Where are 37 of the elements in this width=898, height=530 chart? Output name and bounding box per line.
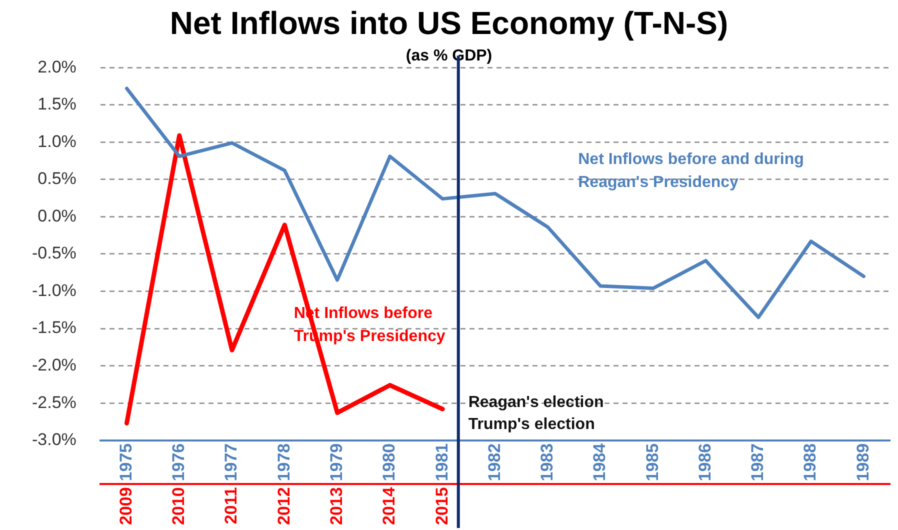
x-tick-label: 1987 <box>748 443 768 482</box>
x-tick-label: 1977 <box>222 443 241 482</box>
x2-tick-label: 2013 <box>326 487 346 526</box>
y-tick-label: -2.0% <box>32 356 76 374</box>
y-tick-label: -1.0% <box>32 280 76 300</box>
y-tick-label: -1.5% <box>32 318 76 338</box>
x2-tick-label: 2009 <box>116 487 136 526</box>
x-tick-label: 1981 <box>432 443 452 482</box>
y-tick-label: -3.0% <box>32 430 76 450</box>
x-tick-label: 1988 <box>800 443 820 482</box>
x-tick-label: 1976 <box>169 443 188 482</box>
x-tick-label: 1975 <box>116 443 136 482</box>
x-tick-label: 1989 <box>853 443 872 482</box>
chart-title: Net Inflows into US Economy (T-N-S) <box>170 5 728 42</box>
x2-tick-label: 2010 <box>169 487 188 526</box>
x-tick-label: 1984 <box>590 442 610 482</box>
x-tick-label: 1983 <box>538 443 557 482</box>
y-tick-label: 2.0% <box>38 57 76 76</box>
y-tick-label: 1.0% <box>38 132 76 151</box>
x-tick-label: 1982 <box>484 443 504 482</box>
x-tick-label: 1978 <box>274 443 294 482</box>
chart-subtitle: (as % GDP) <box>406 47 492 64</box>
x2-tick-label: 2011 <box>222 487 241 524</box>
x-tick-label: 1979 <box>326 443 346 482</box>
y-tick-label: 0.5% <box>38 169 76 188</box>
y-tick-label: -0.5% <box>32 244 76 263</box>
x-tick-label: 1986 <box>695 443 714 482</box>
y-tick-label: 0.0% <box>38 206 76 226</box>
x2-tick-label: 2012 <box>274 487 294 526</box>
ref-line-label: Reagan's election Trump's election <box>468 394 604 433</box>
x2-tick-label: 2014 <box>380 486 399 526</box>
y-tick-label: 1.5% <box>38 94 76 114</box>
x-tick-label: 1985 <box>642 443 662 482</box>
y-tick-label: -2.5% <box>32 392 76 412</box>
text: Net Inflows before and during Reagan's Presidency <box>578 151 804 192</box>
x2-tick-label: 2015 <box>432 487 452 526</box>
x-tick-label: 1980 <box>380 443 399 482</box>
